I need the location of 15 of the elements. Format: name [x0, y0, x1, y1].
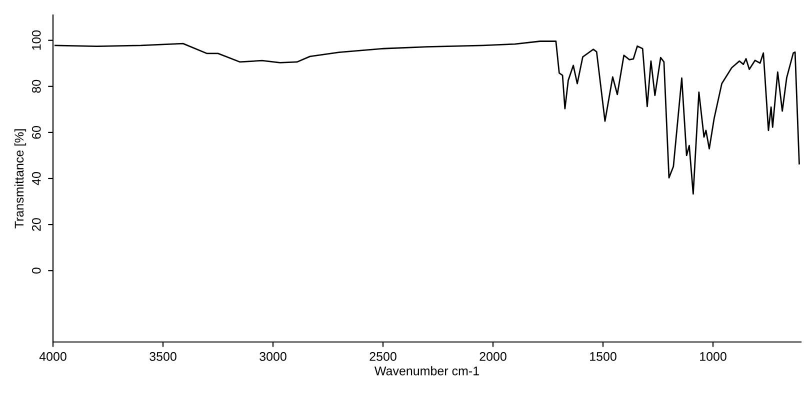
y-axis-title: Transmittance [%] [14, 129, 26, 228]
x-tick-label: 2500 [370, 352, 396, 361]
y-tick-label: 100 [32, 30, 41, 50]
x-axis-title: Wavenumber cm-1 [374, 366, 479, 376]
x-tick-label: 2000 [480, 352, 506, 361]
x-tick-label: 1000 [700, 352, 726, 361]
x-tick-label: 3000 [260, 352, 286, 361]
x-tick-label: 4000 [39, 352, 66, 361]
x-tick-label: 1500 [590, 352, 616, 361]
y-tick-label: 40 [32, 172, 41, 186]
y-tick-label: 80 [32, 80, 41, 93]
y-tick-label: 0 [32, 268, 41, 274]
y-tick-label: 20 [32, 218, 41, 231]
y-tick-label: 60 [32, 126, 41, 139]
x-tick-label: 3500 [150, 352, 176, 361]
